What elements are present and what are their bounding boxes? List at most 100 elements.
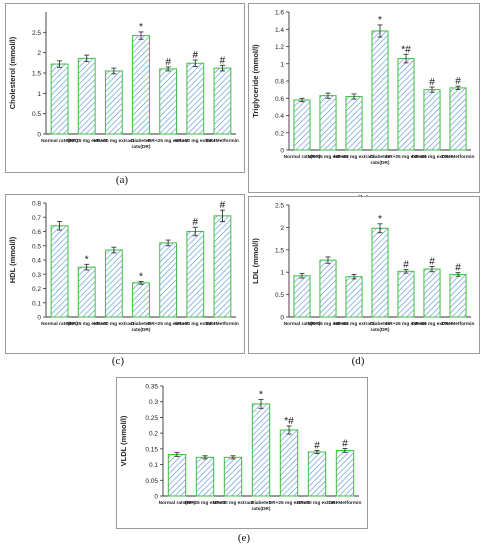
chart-a-category-label: NR+25 mg extract — [66, 138, 107, 144]
chart-a-category-label: NR+50 mg extract — [94, 138, 135, 144]
chart-d-bar — [397, 270, 415, 318]
chart-d-category-label: Normal rats(NR) — [284, 321, 321, 327]
chart-d-error-bar — [429, 265, 435, 273]
chart-c-error-bar — [84, 263, 90, 271]
chart-c-bar — [50, 225, 69, 318]
chart-e-significance-mark: * — [259, 390, 263, 401]
chart-d-caption: (d) — [351, 355, 365, 367]
chart-d-significance-mark: # — [403, 260, 409, 271]
chart-a-significance-mark: # — [165, 57, 171, 68]
chart-d-bar — [293, 275, 311, 318]
chart-a-significance-mark: * — [139, 22, 143, 33]
chart-a-bar — [132, 35, 150, 135]
chart-b-ytick-label: 1.4 — [275, 27, 284, 34]
chart-b-bar — [449, 87, 467, 151]
chart-d-bar — [371, 227, 389, 318]
chart-e-ytick-label: 0.15 — [145, 446, 158, 453]
chart-e-category-label: DR+50 mg extract — [297, 500, 338, 506]
chart-e-ytick-label: 0.2 — [149, 431, 158, 438]
chart-a-error-bar — [111, 67, 117, 75]
chart-e-caption: (e) — [237, 532, 251, 544]
chart-b-error-bar — [325, 92, 331, 99]
chart-d-ytick-label: 2.5 — [275, 203, 284, 210]
chart-a-error-bar — [84, 54, 90, 63]
chart-c-ytick-label: 0.2 — [32, 286, 41, 293]
chart-a-bar — [213, 67, 232, 135]
chart-d-category-label: DR+25 mg extract — [386, 321, 427, 327]
chart-b-error-bar — [377, 24, 383, 38]
chart-e-error-bar — [286, 425, 292, 435]
chart-a-category-label: DR+50 mg extract — [175, 138, 216, 144]
chart-a-category-label: DR+Metformin — [206, 138, 239, 144]
chart-c-significance-mark: # — [193, 217, 199, 228]
chart-c-ytick-label: 0.6 — [32, 229, 41, 236]
chart-e-bar — [251, 403, 271, 497]
chart-c-significance-mark: * — [85, 254, 89, 265]
chart-d-ylabel: LDL (mmol/l) — [251, 238, 260, 284]
chart-c-error-bar — [219, 209, 225, 222]
chart-c-significance-mark: * — [139, 271, 143, 282]
chart-c-category-label: NR+25 mg extract — [66, 321, 107, 327]
chart-a-category-label: Normal rats(NR) — [41, 138, 78, 144]
chart-d-category-label: NR+50 mg extract — [334, 321, 375, 327]
chart-e-significance-mark: # — [314, 440, 320, 451]
chart-c-category-label: DR+50 mg extract — [175, 321, 216, 327]
chart-a-ytick-label: 0 — [37, 132, 41, 139]
chart-d-bar — [449, 273, 467, 318]
chart-b-error-bar — [403, 53, 409, 64]
chart-a-ytick-label: 2.5 — [32, 30, 41, 37]
chart-d-significance-mark: # — [455, 263, 461, 274]
chart-c-bar — [132, 282, 150, 318]
chart-b-category-label: Diabetes rats(DR) — [370, 154, 390, 166]
chart-e-category-label: Diabetes rats(DR) — [251, 500, 271, 512]
chart-e-error-bar — [202, 455, 208, 460]
chart-b-ytick-label: 1 — [280, 61, 284, 68]
chart-a-significance-mark: # — [220, 55, 226, 66]
chart-e-significance-mark: *# — [284, 416, 294, 427]
chart-a-ytick-label: 1.5 — [32, 71, 41, 78]
chart-e-bar — [223, 456, 243, 497]
chart-e-ylabel: VLDL (mmol/l) — [119, 415, 128, 466]
chart-b-ytick-label: 0 — [280, 148, 284, 155]
chart-d-category-label: DR+50 mg extract — [412, 321, 453, 327]
chart-e-ytick-label: 0.05 — [145, 478, 158, 485]
chart-a-ylabel: Cholesterol (mmol/l) — [8, 36, 17, 109]
chart-b-error-bar — [299, 97, 305, 103]
chart-a-bar — [50, 63, 69, 135]
chart-d-error-bar — [455, 272, 461, 277]
chart-b-bar — [345, 96, 363, 151]
chart-b-error-bar — [429, 86, 435, 93]
chart-b-significance-mark: * — [378, 15, 382, 26]
chart-c-ytick-label: 0.8 — [32, 201, 41, 208]
chart-a-error-bar — [138, 31, 144, 40]
chart-b-category-label: Normal rats(NR) — [284, 154, 321, 160]
chart-d-significance-mark: * — [378, 214, 382, 225]
chart-a-caption: (a) — [115, 174, 129, 186]
chart-d-error-bar — [299, 273, 305, 279]
chart-e-category-label: Normal rats(NR) — [159, 500, 196, 506]
chart-d-ytick-label: 2 — [280, 225, 284, 232]
chart-d-bar — [319, 259, 337, 318]
chart-c-bar — [213, 215, 232, 318]
chart-d-error-bar — [325, 256, 331, 264]
chart-c-bar — [186, 231, 205, 318]
chart-e-bar — [195, 456, 215, 497]
chart-c-category-label: Normal rats(NR) — [41, 321, 78, 327]
chart-e-ytick-label: 0.25 — [145, 415, 158, 422]
chart-c-error-bar — [57, 221, 63, 231]
chart-d-ytick-label: 0 — [280, 315, 284, 322]
chart-e-error-bar — [174, 452, 180, 457]
chart-c-svg: 0 0.1 0.2 0.3 0.4 0.5 0.6 0.7 0.8 HDL (mmol/l) Nor… — [8, 200, 239, 333]
chart-e-category-label: NR+50 mg extract — [213, 500, 254, 506]
chart-a-bar — [77, 57, 96, 135]
chart-e-error-bar — [230, 455, 236, 460]
chart-c-category-label: Diabetes rats(DR) — [131, 321, 151, 333]
chart-b-bar — [423, 89, 441, 151]
chart-b-ytick-label: 1.6 — [275, 10, 284, 17]
chart-e-ytick-label: 0 — [154, 494, 158, 501]
chart-e-bar — [279, 429, 299, 497]
chart-b-ytick-label: 0.4 — [275, 113, 284, 120]
chart-e-error-bar — [258, 399, 264, 409]
chart-e-category-label: DR+Metformin — [329, 500, 362, 506]
chart-d-ytick-label: 1 — [280, 270, 284, 277]
